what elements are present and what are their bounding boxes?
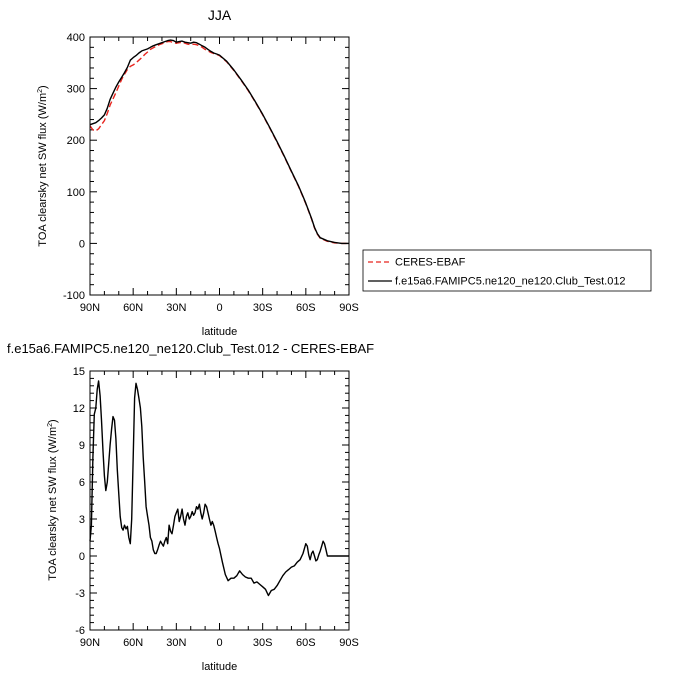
- top-x-tick-label: 90N: [80, 302, 100, 314]
- bottom-y-tick-label: 6: [79, 477, 85, 489]
- bottom-y-tick-label: -3: [75, 588, 85, 600]
- top-y-tick-label: 300: [67, 84, 85, 96]
- legend-label-model: f.e15a6.FAMIPC5.ne120_ne120.Club_Test.01…: [395, 276, 626, 288]
- bottom-x-tick-label: 90S: [339, 637, 359, 649]
- bottom-y-tick-label: 0: [79, 551, 85, 563]
- top-plot-frame: [89, 36, 350, 296]
- bottom-plot-area: 90N 60N 30N 0 30S 60S 90S -6 -3 0 3 6 9 12 15: [73, 366, 359, 649]
- bottom-y-tick-label: 12: [73, 403, 85, 415]
- bottom-plot-frame: [89, 370, 350, 631]
- bottom-x-tick-label: 90N: [80, 637, 100, 649]
- top-x-tick-label: 30S: [253, 302, 273, 314]
- legend: CERES-EBAF f.e15a6.FAMIPC5.ne120_ne120.C…: [362, 249, 652, 292]
- bottom-series-line-0: [89, 380, 349, 597]
- bottom-panel: f.e15a6.FAMIPC5.ne120_ne120.Club_Test.01…: [7, 341, 374, 673]
- top-y-tick-label: 0: [79, 238, 85, 250]
- legend-box: [362, 249, 652, 292]
- bottom-x-tick-label: 30S: [253, 637, 273, 649]
- bottom-x-tick-label: 60S: [296, 637, 316, 649]
- bottom-y-axis-label: TOA clearsky net SW flux (W/m2): [47, 419, 59, 580]
- top-y-axis-label: TOA clearsky net SW flux (W/m2): [37, 85, 49, 246]
- top-series-line-1: [89, 39, 349, 245]
- top-y-tick-label: 400: [67, 32, 85, 44]
- top-y-tick-label: -100: [63, 290, 85, 302]
- bottom-x-tick-label: 60N: [123, 637, 143, 649]
- top-x-tick-label: 60N: [123, 302, 143, 314]
- top-chart-title: JJA: [208, 7, 232, 23]
- top-x-tick-label: 30N: [166, 302, 186, 314]
- legend-label-ceres-ebaf: CERES-EBAF: [395, 257, 466, 269]
- bottom-y-tick-label: 3: [79, 514, 85, 526]
- bottom-y-tick-label: -6: [75, 625, 85, 637]
- bottom-x-tick-label: 0: [216, 637, 222, 649]
- top-panel: JJA 90N 60N 30N 0 30S 60S 90S -100 0 100 200 300 400…: [37, 7, 359, 338]
- top-x-tick-label: 0: [216, 302, 222, 314]
- top-x-tick-label: 90S: [339, 302, 359, 314]
- bottom-y-tick-label: 9: [79, 440, 85, 452]
- top-x-tick-label: 60S: [296, 302, 316, 314]
- bottom-x-axis-label: latitude: [202, 661, 237, 673]
- top-x-axis-label: latitude: [202, 326, 237, 338]
- top-y-tick-label: 200: [67, 135, 85, 147]
- bottom-y-tick-label: 15: [73, 366, 85, 378]
- top-y-tick-label: 100: [67, 187, 85, 199]
- top-plot-area: 90N 60N 30N 0 30S 60S 90S -100 0 100 200 300 400: [63, 32, 359, 314]
- bottom-chart-title: f.e15a6.FAMIPC5.ne120_ne120.Club_Test.01…: [7, 341, 374, 356]
- bottom-x-tick-label: 30N: [166, 637, 186, 649]
